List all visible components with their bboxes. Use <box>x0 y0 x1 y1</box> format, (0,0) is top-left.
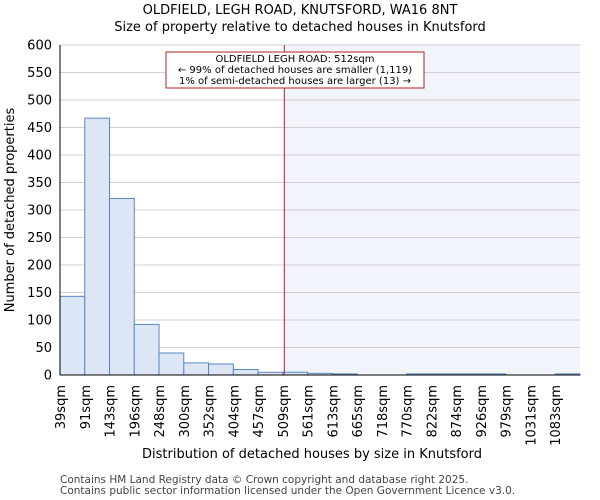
footer-line-1: Contains HM Land Registry data © Crown c… <box>60 474 468 486</box>
x-tick-label: 39sqm <box>54 385 69 429</box>
chart-title: OLDFIELD, LEGH ROAD, KNUTSFORD, WA16 8NT <box>143 3 458 18</box>
x-tick-label: 143sqm <box>104 385 119 438</box>
x-tick-label: 665sqm <box>351 385 366 438</box>
y-axis-label: Number of detached properties <box>3 108 18 313</box>
x-tick-label: 91sqm <box>79 385 94 429</box>
y-tick-label: 450 <box>27 121 52 136</box>
x-tick-labels: 39sqm 91sqm 143sqm 196sqm 248sqm 300sqm 352sqm… <box>54 385 564 446</box>
x-tick-label: 248sqm <box>153 385 168 438</box>
bar-352sqm <box>208 363 234 376</box>
y-tick-label: 350 <box>27 176 52 191</box>
y-tick-labels: 0 50 100 150 200 250 300 350 400 450 500 550 600 <box>27 39 52 384</box>
x-tick-label: 196sqm <box>128 385 143 438</box>
bar-248sqm <box>158 352 185 376</box>
bar-300sqm <box>183 362 210 376</box>
chart-subtitle: Size of property relative to detached ho… <box>114 20 486 35</box>
annotation-line-1: OLDFIELD LEGH ROAD: 512sqm <box>215 54 374 65</box>
x-tick-label: 926sqm <box>475 385 490 438</box>
bar-91sqm <box>84 117 111 376</box>
x-tick-label: 509sqm <box>277 385 292 438</box>
bar-196sqm <box>133 323 160 376</box>
bar-404sqm <box>232 369 259 376</box>
axes <box>59 45 580 376</box>
y-tick-label: 300 <box>27 204 52 219</box>
annotation-line-3: 1% of semi-detached houses are larger (1… <box>179 76 411 87</box>
x-axis-label: Distribution of detached houses by size … <box>142 447 482 462</box>
x-tick-label: 613sqm <box>326 385 341 438</box>
x-tick-label: 822sqm <box>425 385 440 438</box>
x-tick-label: 352sqm <box>203 385 218 438</box>
bar-39sqm <box>59 295 86 376</box>
annotation-line-2: ← 99% of detached houses are smaller (1,… <box>178 65 412 76</box>
y-tick-label: 600 <box>27 39 52 54</box>
x-tick-label: 770sqm <box>401 385 416 438</box>
y-tick-label: 100 <box>27 314 52 329</box>
x-tick-label: 874sqm <box>450 385 465 438</box>
footer-line-2: Contains public sector information licen… <box>60 485 515 497</box>
x-tick-label: 300sqm <box>178 385 193 438</box>
x-tick-label: 1031sqm <box>524 385 539 446</box>
y-tick-label: 500 <box>27 94 52 109</box>
x-tick-label: 561sqm <box>302 385 317 438</box>
y-tick-label: 150 <box>27 286 52 301</box>
x-tick-label: 718sqm <box>376 385 391 438</box>
gridlines <box>60 44 580 376</box>
x-tick-label: 979sqm <box>500 385 515 438</box>
x-tick-label: 457sqm <box>252 385 267 438</box>
bar-143sqm <box>109 197 135 376</box>
annotation-box <box>165 51 425 89</box>
y-tick-label: 0 <box>44 369 52 384</box>
x-tick-label: 404sqm <box>227 385 242 438</box>
y-tick-label: 200 <box>27 259 52 274</box>
y-tick-label: 400 <box>27 149 52 164</box>
y-tick-label: 550 <box>27 66 52 81</box>
x-tick-label: 1083sqm <box>549 385 564 446</box>
y-tick-label: 50 <box>35 341 52 356</box>
y-tick-label: 250 <box>27 231 52 246</box>
